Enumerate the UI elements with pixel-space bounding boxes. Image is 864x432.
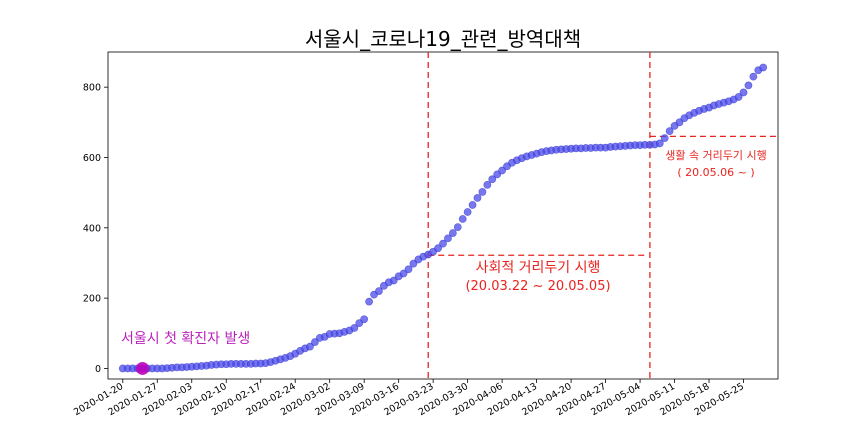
data-points — [118, 63, 768, 375]
data-point — [739, 88, 748, 97]
data-point — [660, 134, 669, 143]
data-point — [468, 201, 477, 209]
first-case-point — [135, 361, 149, 375]
data-point — [365, 297, 374, 306]
distancing-annotation-line1: 사회적 거리두기 시행 — [476, 260, 601, 276]
data-point — [360, 315, 369, 324]
y-tick-label: 600 — [83, 153, 101, 164]
first-case-annotation: 서울시 첫 확진자 발생 — [121, 331, 250, 347]
data-point — [453, 223, 462, 232]
data-point — [439, 239, 447, 248]
data-point — [749, 72, 758, 81]
data-point — [734, 93, 743, 101]
life-distancing-annotation-line2: ( 20.05.06 ~ ) — [677, 166, 754, 179]
data-point — [744, 81, 753, 90]
data-point — [483, 181, 492, 189]
reference-lines — [427, 52, 778, 379]
data-point — [448, 229, 457, 237]
y-tick-label: 200 — [83, 294, 101, 305]
data-point — [498, 166, 507, 175]
chart-title: 서울시_코로나19_관련_방역대책 — [305, 27, 581, 51]
data-point — [665, 127, 674, 136]
data-point — [404, 265, 413, 274]
y-axis: 0 200 400 600 800 — [83, 83, 108, 375]
data-point — [306, 342, 314, 351]
y-tick-label: 800 — [83, 83, 101, 94]
data-point — [473, 194, 482, 202]
x-axis: 2020-01-202020-01-272020-02-032020-02-10… — [72, 379, 746, 418]
annotations: 서울시 첫 확진자 발생 사회적 거리두기 시행 (20.03.22 ~ 20.… — [121, 148, 767, 347]
data-point — [375, 287, 383, 295]
data-point — [478, 188, 487, 196]
y-tick-label: 0 — [95, 364, 101, 375]
data-point — [389, 276, 398, 285]
data-point — [311, 338, 319, 346]
data-point — [675, 118, 684, 127]
data-point — [434, 244, 442, 253]
data-point — [759, 63, 768, 72]
data-point — [409, 259, 418, 268]
data-point — [399, 269, 408, 278]
data-point — [444, 234, 452, 243]
data-point — [488, 175, 497, 184]
life-distancing-annotation-line1: 생활 속 거리두기 시행 — [665, 148, 767, 162]
data-point — [350, 324, 359, 332]
distancing-annotation-line2: (20.03.22 ~ 20.05.05) — [465, 279, 610, 294]
plot-area — [107, 51, 779, 380]
data-point — [655, 139, 664, 148]
y-tick-label: 400 — [83, 223, 101, 234]
data-point — [463, 208, 472, 216]
data-point — [458, 215, 467, 223]
